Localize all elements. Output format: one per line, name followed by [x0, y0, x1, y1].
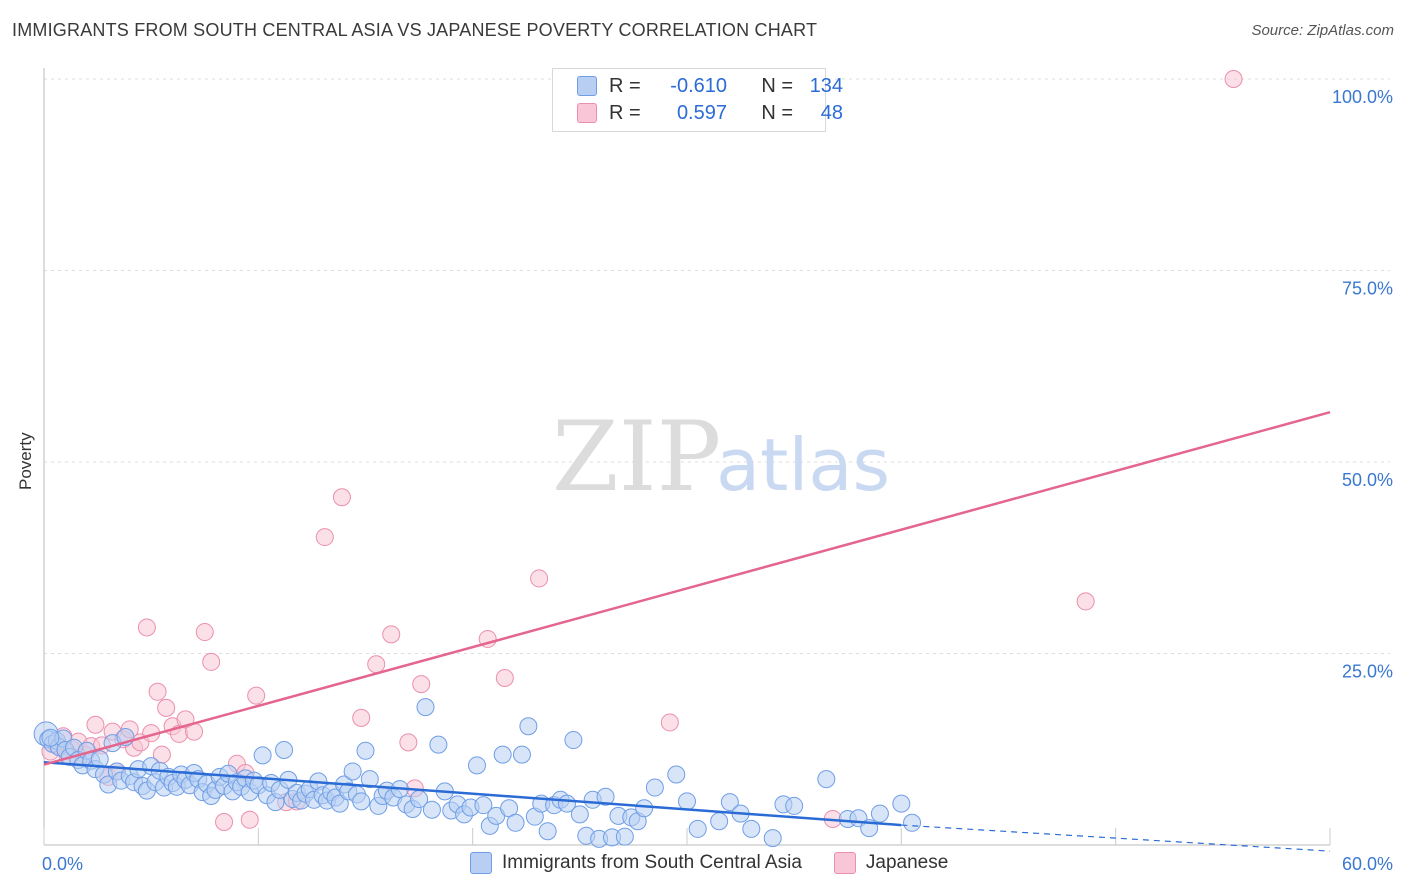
immigrant-point	[520, 718, 537, 735]
n-value: 134	[793, 75, 843, 98]
legend-item-immigrants[interactable]: Immigrants from South Central Asia	[470, 852, 802, 874]
blue-swatch	[470, 852, 492, 874]
x-tick-label: 0.0%	[42, 854, 83, 874]
stats-legend: R = -0.610 N = 134 R = 0.597 N = 48	[552, 68, 826, 132]
watermark-atlas: atlas	[716, 423, 890, 507]
immigrant-point	[507, 814, 524, 831]
immigrant-point	[539, 823, 556, 840]
immigrant-point	[689, 820, 706, 837]
immigrant-point	[468, 757, 485, 774]
immigrant-point	[679, 793, 696, 810]
immigrant-point	[743, 820, 760, 837]
japanese-point	[149, 683, 166, 700]
immigrant-point	[571, 806, 588, 823]
immigrant-point	[565, 732, 582, 749]
immigrant-point	[668, 766, 685, 783]
japanese-point	[413, 676, 430, 693]
pink-swatch	[834, 852, 856, 874]
immigrant-point	[494, 746, 511, 763]
immigrant-point	[357, 742, 374, 759]
japanese-point	[400, 734, 417, 751]
n-label: N =	[747, 102, 793, 125]
watermark-zip: ZIP	[552, 401, 721, 513]
r-label: R =	[609, 102, 649, 125]
immigrant-point	[818, 771, 835, 788]
y-tick-label: 25.0%	[1342, 662, 1393, 682]
pink-swatch	[577, 103, 597, 123]
japanese-point	[1077, 593, 1094, 610]
japanese-point	[241, 811, 258, 828]
legend-label: Japanese	[866, 852, 948, 874]
immigrant-point	[786, 797, 803, 814]
stats-row-japanese: R = 0.597 N = 48	[577, 101, 843, 125]
immigrant-point	[423, 801, 440, 818]
japanese-point	[661, 714, 678, 731]
r-value: 0.597	[649, 102, 727, 125]
immigrant-point	[711, 813, 728, 830]
n-value: 48	[793, 102, 843, 125]
r-value: -0.610	[649, 75, 727, 98]
japanese-point	[333, 489, 350, 506]
stats-row-immigrants: R = -0.610 N = 134	[577, 74, 843, 98]
immigrant-point	[616, 828, 633, 845]
japanese-point	[196, 624, 213, 641]
japanese-point	[138, 619, 155, 636]
immigrant-point	[417, 699, 434, 716]
immigrant-point	[344, 763, 361, 780]
japanese-point	[203, 653, 220, 670]
japanese-point	[368, 656, 385, 673]
japanese-point	[158, 699, 175, 716]
legend-item-japanese[interactable]: Japanese	[834, 852, 948, 874]
y-tick-label: 75.0%	[1342, 279, 1393, 299]
japanese-point	[316, 529, 333, 546]
immigrant-point	[893, 795, 910, 812]
japanese-point	[87, 716, 104, 733]
japanese-point	[383, 626, 400, 643]
blue-swatch	[577, 76, 597, 96]
y-tick-label: 100.0%	[1332, 87, 1393, 107]
immigrant-point	[42, 729, 59, 746]
japanese-point	[353, 709, 370, 726]
immigrant-point	[353, 793, 370, 810]
immigrant-point	[430, 736, 447, 753]
watermark: ZIP atlas	[552, 401, 890, 513]
immigrant-point	[254, 747, 271, 764]
x-tick-label: 60.0%	[1342, 854, 1393, 874]
immigrant-point	[646, 779, 663, 796]
immigrant-point	[904, 814, 921, 831]
immigrant-point	[276, 742, 293, 759]
y-axis-label: Poverty	[16, 432, 36, 490]
japanese-point	[496, 670, 513, 687]
series-legend: Immigrants from South Central Asia Japan…	[470, 852, 980, 874]
gridlines	[44, 79, 1390, 654]
japanese-point	[1225, 71, 1242, 88]
y-tick-label: 50.0%	[1342, 470, 1393, 490]
immigrant-point	[513, 746, 530, 763]
immigrant-point	[871, 805, 888, 822]
immigrant-point	[764, 830, 781, 847]
immigrant-point	[636, 800, 653, 817]
r-label: R =	[609, 75, 649, 98]
legend-label: Immigrants from South Central Asia	[502, 852, 802, 874]
scatter-chart: ZIP atlas 25.0% 50.0% 75.0% 100.0% 0.0% 60.0%	[0, 0, 1406, 892]
n-label: N =	[747, 75, 793, 98]
japanese-point	[216, 814, 233, 831]
japanese-point	[531, 570, 548, 587]
japanese-point	[248, 687, 265, 704]
